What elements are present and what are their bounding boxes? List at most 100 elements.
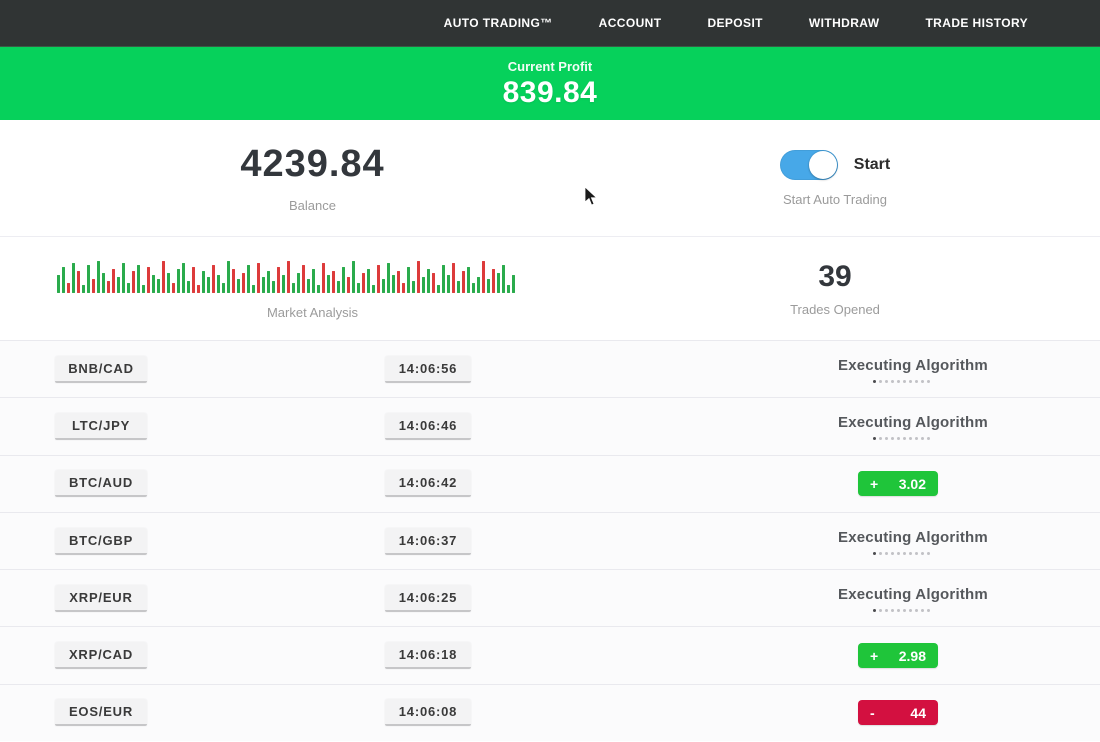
current-profit-banner: Current Profit 839.84 [0, 47, 1100, 120]
market-bar [141, 285, 145, 293]
market-bar [306, 279, 310, 293]
market-bar [371, 285, 375, 293]
market-bar [426, 269, 430, 293]
market-bar [321, 263, 325, 293]
market-bar [216, 275, 220, 293]
market-bar [481, 261, 485, 293]
market-bar [271, 281, 275, 293]
trade-result-cell: +2.98 [798, 627, 1038, 683]
market-bar [276, 267, 280, 293]
market-bar [186, 281, 190, 293]
nav-item-deposit[interactable]: DEPOSIT [707, 16, 763, 30]
market-analysis-chart [56, 257, 569, 293]
market-bar [281, 275, 285, 293]
market-bar [246, 265, 250, 293]
auto-trading-toggle[interactable] [779, 149, 838, 180]
market-bar [61, 267, 65, 293]
market-bar [76, 271, 80, 293]
auto-trading-label: Start Auto Trading [782, 191, 888, 207]
market-bar [81, 285, 85, 293]
result-sign: - [870, 704, 875, 721]
trade-time-badge: 14:06:25 [385, 584, 471, 612]
nav-item-account[interactable]: ACCOUNT [598, 16, 662, 30]
result-value: 3.02 [898, 475, 926, 492]
trade-pair-badge: BTC/AUD [55, 470, 147, 498]
market-bar [501, 265, 505, 293]
market-bar [201, 271, 205, 293]
market-bar [226, 261, 230, 293]
executing-algorithm-label: Executing Algorithm [838, 529, 988, 547]
market-bar [431, 273, 435, 293]
trade-result-cell: Executing Algorithm [798, 341, 1038, 397]
market-bar [296, 273, 300, 293]
market-bar [176, 269, 180, 293]
trade-time-badge: 14:06:37 [385, 527, 471, 555]
trade-result-cell: Executing Algorithm [798, 398, 1038, 454]
balance-label: Balance [289, 198, 336, 213]
nav-item-withdraw[interactable]: WITHDRAW [808, 16, 880, 30]
market-bar [166, 273, 170, 293]
trade-time-badge: 14:06:08 [385, 699, 471, 727]
market-bar [486, 279, 490, 293]
market-bar [311, 269, 315, 293]
market-bar [356, 283, 360, 293]
trades-opened-label: Trades Opened [790, 302, 880, 317]
market-bar [506, 285, 510, 293]
market-bar [131, 271, 135, 293]
market-bar [456, 281, 460, 293]
trade-pair-badge: XRP/EUR [55, 584, 147, 612]
trade-result-cell: +3.02 [798, 456, 1038, 512]
market-bar [376, 265, 380, 293]
trade-pair-badge: XRP/CAD [55, 642, 147, 670]
market-bar [211, 265, 215, 293]
market-bar [136, 265, 140, 293]
market-bar [291, 283, 295, 293]
market-bar [91, 279, 95, 293]
nav-item-auto-trading[interactable]: AUTO TRADING™ [443, 16, 553, 30]
market-bar [116, 277, 120, 293]
profit-badge: +2.98 [858, 643, 938, 669]
progress-dots [873, 609, 1038, 613]
market-bar [206, 277, 210, 293]
result-value: 2.98 [898, 647, 926, 664]
toggle-label: Start [853, 155, 891, 173]
market-bar [346, 277, 350, 293]
market-bar [151, 275, 155, 293]
market-bar [476, 277, 480, 293]
market-bar [56, 275, 60, 293]
market-bar [191, 267, 195, 293]
nav-item-trade-history[interactable]: TRADE HISTORY [925, 16, 1028, 30]
market-bar [341, 267, 345, 293]
executing-algorithm-label: Executing Algorithm [838, 414, 988, 432]
market-bar [96, 261, 100, 293]
trades-opened-value: 39 [818, 260, 852, 293]
market-bar [326, 275, 330, 293]
market-bar [381, 279, 385, 293]
trade-result-cell: Executing Algorithm [798, 570, 1038, 626]
progress-dots [873, 437, 1038, 441]
market-bar [316, 285, 320, 293]
market-bar [436, 285, 440, 293]
market-bar [496, 273, 500, 293]
market-bar [171, 283, 175, 293]
market-bar [441, 265, 445, 293]
trade-row: BNB/CAD 14:06:56 Executing Algorithm [0, 340, 1100, 398]
result-value: 44 [910, 704, 926, 721]
market-bar [366, 269, 370, 293]
progress-dots [873, 552, 1038, 556]
balance-section: 4239.84 Balance Start Start Auto Trading [0, 120, 1100, 237]
market-bar [101, 273, 105, 293]
market-bar [221, 283, 225, 293]
market-analysis-label: Market Analysis [266, 305, 359, 320]
market-bar [86, 265, 90, 293]
balance-value: 4239.84 [240, 143, 385, 185]
market-bar [361, 273, 365, 293]
trade-row: XRP/EUR 14:06:25 Executing Algorithm [0, 569, 1100, 627]
trade-pair-badge: BTC/GBP [55, 527, 147, 555]
market-bar [156, 279, 160, 293]
market-bar [491, 269, 495, 293]
market-bar [196, 285, 200, 293]
market-bar [66, 283, 70, 293]
trade-row: EOS/EUR 14:06:08 - 44 [0, 683, 1100, 742]
executing-algorithm-label: Executing Algorithm [838, 586, 988, 604]
